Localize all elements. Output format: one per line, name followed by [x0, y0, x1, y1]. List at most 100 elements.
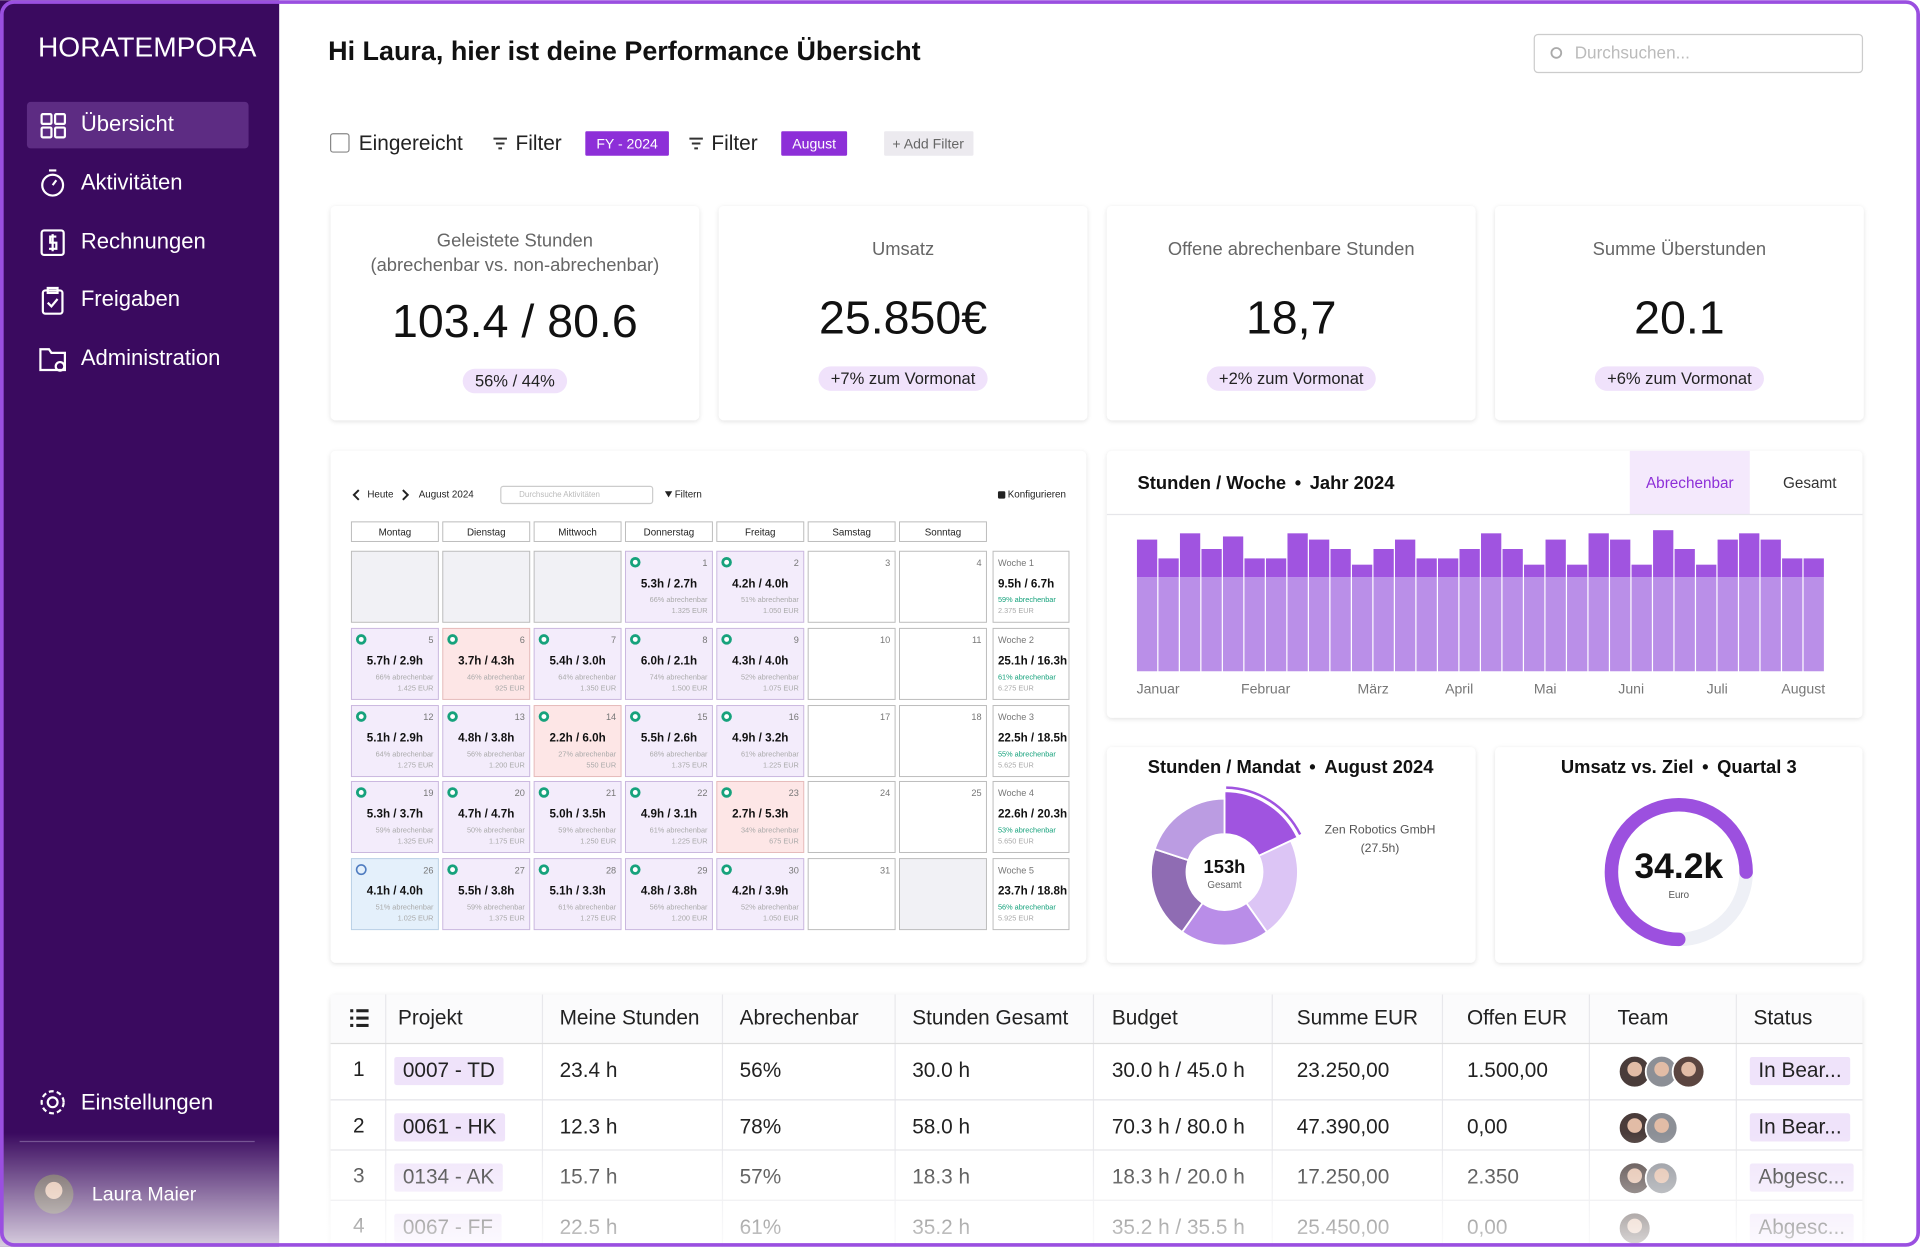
day-number: 1 [702, 558, 707, 568]
chart-tab[interactable]: Gesamt [1783, 475, 1837, 492]
table-cell: 47.390,00 [1297, 1115, 1390, 1138]
week-summary [992, 858, 1070, 931]
status-done-inner [541, 714, 547, 720]
day-amount: 1.225 EUR [672, 836, 708, 845]
next-arrow[interactable] [402, 489, 410, 501]
filter-label[interactable]: Filter [711, 132, 757, 155]
project-code[interactable]: 0061 - HK [403, 1115, 497, 1138]
bar-segment [1739, 533, 1760, 578]
bar-segment [1244, 577, 1265, 672]
filter-icon [664, 491, 673, 498]
settings-link[interactable]: Einstellungen [81, 1089, 213, 1114]
status-pill[interactable]: In Bear... [1758, 1115, 1841, 1138]
day-cell[interactable] [807, 705, 896, 778]
weekday-header [899, 521, 987, 542]
column-header: Stunden Gesamt [912, 1007, 1068, 1030]
team-avatar-face [1627, 1061, 1643, 1077]
add-filter[interactable] [884, 131, 974, 156]
search-box[interactable] [1533, 33, 1864, 74]
day-amount: 1.175 EUR [489, 836, 525, 845]
checkbox[interactable] [330, 133, 350, 153]
weekday-header [442, 521, 531, 542]
day-hours: 4.7h / 4.7h [458, 808, 514, 821]
day-share: 59% abrechenbar [467, 903, 525, 912]
day-share: 52% abrechenbar [741, 903, 799, 912]
status-pill[interactable]: In Bear... [1758, 1059, 1841, 1082]
x-tick-label: März [1358, 680, 1389, 696]
weekday-label: Freitag [745, 527, 775, 538]
nav-item[interactable]: Aktivitäten [81, 170, 183, 195]
chart-tab[interactable]: Abrechenbar [1646, 475, 1734, 492]
gauge-value [1604, 798, 1753, 947]
day-cell[interactable] [807, 550, 896, 623]
bar-segment [1308, 577, 1330, 672]
day-amount: 1.375 EUR [672, 760, 708, 769]
calendar-filter[interactable]: Filtern [675, 490, 702, 501]
day-hours: 4.2h / 3.9h [732, 885, 788, 898]
day-hours: 6.0h / 2.1h [641, 655, 697, 668]
calendar-configure[interactable]: Konfigurieren [1008, 490, 1066, 501]
day-cell[interactable] [624, 780, 713, 853]
gauge-label: 34.2k [1634, 846, 1723, 886]
today-button[interactable]: Heute [367, 490, 393, 501]
column-header: Projekt [398, 1007, 463, 1030]
title-separator: • [1295, 472, 1301, 493]
day-amount: 1.325 EUR [672, 606, 708, 615]
day-share: 56% abrechenbar [467, 749, 525, 758]
day-number: 18 [971, 712, 981, 722]
day-number: 5 [428, 635, 433, 645]
weekday-label: Mittwoch [558, 527, 597, 538]
day-cell[interactable] [807, 627, 896, 700]
week-share: 55% abrechenbar [998, 749, 1056, 758]
nav-item[interactable]: Übersicht [81, 111, 174, 136]
day-share: 61% abrechenbar [741, 749, 799, 758]
filter-label[interactable]: Filter [516, 132, 562, 155]
prev-arrow[interactable] [352, 489, 360, 501]
week-share: 53% abrechenbar [998, 825, 1056, 834]
weekday-label: Donnerstag [644, 527, 695, 538]
day-cell[interactable] [899, 550, 987, 623]
status-open [355, 864, 367, 876]
nav-item[interactable]: Administration [81, 345, 221, 370]
kpi-delta-pill [818, 366, 988, 391]
table-cell: 78% [740, 1115, 782, 1138]
day-cell[interactable] [899, 705, 987, 778]
project-code[interactable]: 0007 - TD [403, 1059, 495, 1082]
week-label: Woche 5 [998, 865, 1034, 875]
day-cell[interactable] [807, 858, 896, 931]
kpi-delta: +6% zum Vormonat [1607, 369, 1752, 388]
table-cell: 30.0 h / 45.0 h [1112, 1059, 1245, 1082]
week-amount: 5.625 EUR [998, 760, 1034, 769]
bar-segment [1158, 577, 1179, 672]
filter-tag-label: August [792, 135, 836, 151]
bar-segment [1481, 577, 1502, 672]
week-summary [992, 780, 1070, 853]
bar-segment [1373, 577, 1394, 672]
nav-item[interactable]: Freigaben [81, 286, 180, 311]
week-summary [992, 627, 1070, 700]
tab-active [1629, 450, 1750, 515]
day-cell[interactable] [716, 550, 805, 623]
week-hours: 23.7h / 18.8h [998, 885, 1067, 898]
week-hours: 25.1h / 16.3h [998, 655, 1067, 668]
bar-segment [1222, 536, 1244, 578]
week-summary [992, 550, 1070, 623]
calendar-search[interactable] [500, 485, 654, 505]
day-hours: 4.2h / 4.0h [732, 577, 788, 590]
day-share: 64% abrechenbar [376, 749, 434, 758]
day-hours: 5.0h / 3.5h [549, 808, 605, 821]
kpi-title: Offene abrechenbare Stunden [1168, 238, 1415, 259]
day-hours: 5.3h / 3.7h [367, 808, 423, 821]
day-cell[interactable] [899, 627, 987, 700]
nav-item[interactable]: Rechnungen [81, 229, 206, 254]
chart-title-main: Umsatz vs. Ziel [1561, 756, 1694, 777]
day-cell[interactable] [899, 780, 987, 853]
chart-title: Umsatz vs. Ziel • Quartal 3 [1561, 756, 1797, 777]
day-amount: 1.050 EUR [763, 606, 799, 615]
day-amount: 1.275 EUR [398, 760, 434, 769]
bar-segment [1287, 533, 1308, 578]
configure-icon [997, 491, 1006, 499]
icon-part [54, 360, 66, 372]
day-cell[interactable] [807, 780, 896, 853]
bar-segment [1653, 530, 1674, 578]
